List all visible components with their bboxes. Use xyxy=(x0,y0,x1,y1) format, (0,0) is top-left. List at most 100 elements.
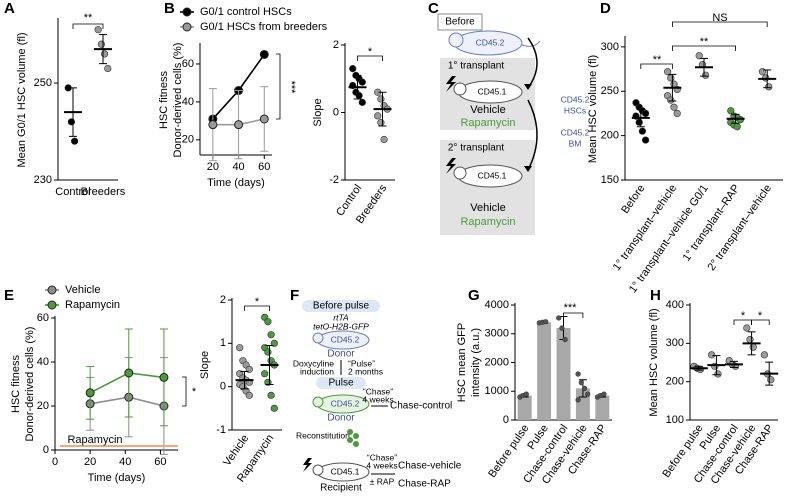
x-tick-label: Before xyxy=(619,183,647,216)
annotation: ** xyxy=(84,12,93,24)
y-tick-label: -2 xyxy=(329,174,339,186)
lightning xyxy=(446,158,456,174)
data-point xyxy=(767,376,775,384)
diagram-label: Recipient xyxy=(320,483,362,494)
y-tick-label: 1000 xyxy=(485,385,509,397)
y-tick-label: -1 xyxy=(216,424,226,436)
annotation: NS xyxy=(712,12,727,24)
y-tick-label: 400 xyxy=(666,299,684,311)
diagram-label: tetO-H2B-GFP xyxy=(313,321,369,331)
panel-letter: G xyxy=(468,287,480,304)
data-point xyxy=(543,319,549,325)
data-point xyxy=(70,137,79,145)
data-point xyxy=(638,127,647,135)
mouse-head xyxy=(448,32,464,48)
panel-letter: A xyxy=(4,0,15,17)
arrow-head xyxy=(524,166,532,172)
data-point xyxy=(635,118,643,126)
data-point xyxy=(641,136,650,144)
mouse-head xyxy=(312,464,324,476)
y-axis-label: intensity (a.u.) xyxy=(470,328,482,397)
line-point xyxy=(159,372,169,382)
y-tick-label: 250 xyxy=(601,85,619,97)
y-axis-label: HSC fitness xyxy=(10,354,22,413)
diagram-label: CD45.2 xyxy=(331,398,360,408)
data-point xyxy=(562,336,568,343)
y-tick-label: 300 xyxy=(666,337,684,349)
data-point xyxy=(670,103,678,111)
data-point xyxy=(673,109,681,118)
data-point xyxy=(585,391,591,397)
x-tick-label: Before pulse xyxy=(486,423,531,480)
cell xyxy=(353,433,359,439)
label-box xyxy=(302,300,380,312)
y-axis-label: HSC mean GFP xyxy=(456,323,468,402)
data-point xyxy=(575,371,581,377)
x-tick-label: 40 xyxy=(119,456,131,468)
annotation: ** xyxy=(700,36,709,48)
panel-letter: E xyxy=(4,287,14,304)
bracket xyxy=(357,55,383,61)
panel-letter: B xyxy=(164,0,175,17)
y-tick-label: 2000 xyxy=(485,356,509,368)
legend-label: G0/1 control HSCs xyxy=(200,6,292,18)
data-point xyxy=(380,135,388,144)
annotation: * xyxy=(192,386,197,398)
diagram-label: Rapamycin xyxy=(460,216,515,228)
panel-letter: H xyxy=(650,287,661,304)
diagram-label: ± RAP xyxy=(370,476,395,486)
y-tick-label: 300 xyxy=(601,41,619,53)
data-point xyxy=(696,365,705,374)
y-tick-label: 20 xyxy=(182,134,194,146)
data-point xyxy=(245,365,253,373)
data-point xyxy=(765,83,773,91)
y-axis-label: HSC fitness xyxy=(158,70,170,129)
data-point xyxy=(701,71,710,79)
mouse-head xyxy=(312,396,324,408)
y-tick-label: 0 xyxy=(503,414,509,426)
data-point xyxy=(760,351,769,359)
lightning xyxy=(446,76,456,92)
diagram-label: 1° transplant xyxy=(448,61,504,72)
y-tick-label: 4000 xyxy=(485,299,509,311)
diagram-label: 4 weeks xyxy=(366,460,397,470)
y-tick-label: 60 xyxy=(182,58,194,70)
diagram-label: CD45.2 xyxy=(331,334,360,344)
data-point xyxy=(261,370,269,378)
diagram-label: Chase-control xyxy=(390,401,452,412)
x-tick-label: 0 xyxy=(52,456,58,468)
y-tick-label: 200 xyxy=(601,130,619,142)
data-point xyxy=(746,335,754,344)
y-tick-label: 0 xyxy=(220,381,226,393)
diagram-label: “Pulse” xyxy=(348,358,375,368)
diagram-label: 2 months xyxy=(348,366,383,376)
x-tick-label: 60 xyxy=(258,161,270,173)
data-point xyxy=(267,391,275,399)
data-point xyxy=(663,68,672,76)
diagram-label: BM xyxy=(569,138,582,148)
diagram-label: Vehicle xyxy=(470,104,505,116)
y-tick-label: 2 xyxy=(333,39,339,51)
annotation: Rapamycin xyxy=(67,434,122,446)
x-tick-label: 40 xyxy=(232,161,244,173)
data-point xyxy=(749,343,757,351)
data-point xyxy=(349,65,357,73)
diagram-c: C Before CD45.2 1° transplant CD45.1 Veh… xyxy=(428,0,590,235)
annotation: * xyxy=(368,46,373,58)
data-point xyxy=(100,50,109,58)
legend-marker xyxy=(182,7,192,17)
data-point xyxy=(559,325,565,331)
y-tick-label: 200 xyxy=(666,376,684,388)
label-box xyxy=(437,13,483,31)
data-point xyxy=(601,391,607,397)
y-axis-label: Slope xyxy=(199,351,211,379)
data-point xyxy=(758,68,767,76)
diagram-label: rtTA xyxy=(333,312,349,322)
line-point xyxy=(208,120,218,130)
x-axis-label: Time (days) xyxy=(207,177,265,189)
data-point xyxy=(581,385,588,391)
diagram-label: Reconstitution xyxy=(296,430,350,440)
x-tick-label: 60 xyxy=(154,456,166,468)
y-tick-label: 0 xyxy=(333,106,339,118)
data-point xyxy=(667,96,675,104)
